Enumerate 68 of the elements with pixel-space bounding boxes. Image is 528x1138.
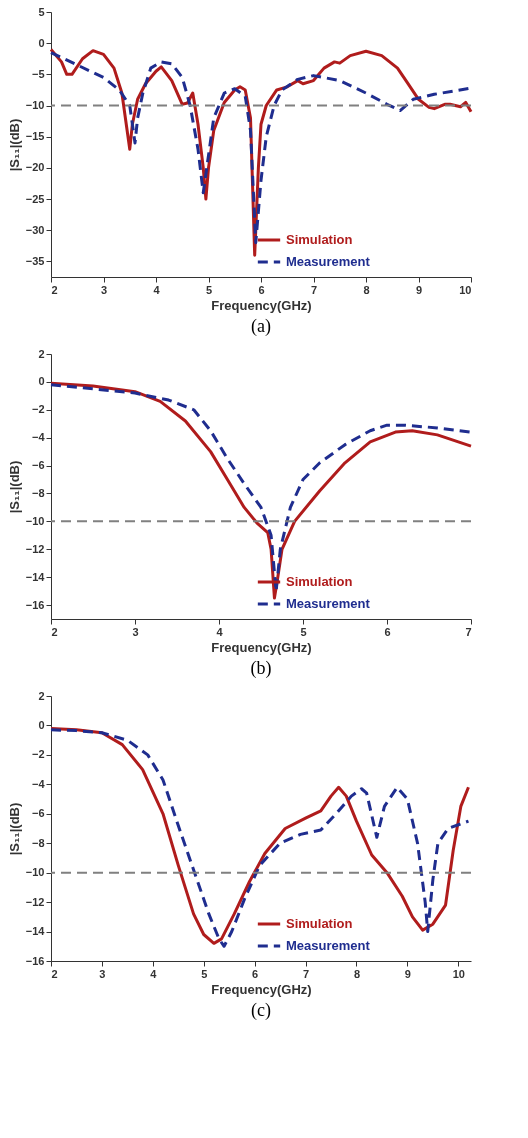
legend-label: Measurement bbox=[286, 938, 371, 953]
y-tick-label: 2 bbox=[38, 689, 45, 702]
y-tick-label: −8 bbox=[31, 836, 45, 849]
x-tick-label: 3 bbox=[99, 967, 106, 980]
y-tick-label: −16 bbox=[25, 598, 45, 611]
x-tick-label: 3 bbox=[100, 283, 108, 296]
y-axis-title: |S₁₁|(dB) bbox=[6, 802, 22, 856]
x-tick-label: 8 bbox=[353, 967, 361, 980]
x-tick-label: 6 bbox=[258, 283, 265, 296]
x-tick-label: 4 bbox=[153, 283, 161, 296]
y-tick-label: −4 bbox=[31, 431, 46, 444]
y-tick-label: −35 bbox=[25, 254, 45, 267]
x-axis-title: Frequency(GHz) bbox=[211, 297, 312, 313]
y-tick-label: −2 bbox=[31, 403, 45, 416]
x-tick-label: 9 bbox=[415, 283, 423, 296]
y-tick-label: −8 bbox=[31, 486, 45, 499]
x-axis-title: Frequency(GHz) bbox=[211, 639, 312, 655]
y-tick-label: −10 bbox=[25, 99, 45, 112]
y-tick-label: −15 bbox=[25, 130, 45, 143]
y-tick-label: −12 bbox=[25, 895, 45, 908]
x-tick-label: 2 bbox=[51, 625, 58, 638]
x-tick-label: 7 bbox=[302, 967, 310, 980]
y-tick-label: −25 bbox=[25, 192, 45, 205]
x-tick-label: 4 bbox=[150, 967, 158, 980]
x-tick-label: 7 bbox=[465, 625, 472, 638]
y-tick-label: −5 bbox=[31, 67, 45, 80]
y-tick-label: −16 bbox=[25, 954, 45, 967]
x-tick-label: 3 bbox=[132, 625, 139, 638]
y-axis-title: |S₁₁|(dB) bbox=[6, 460, 22, 514]
y-tick-label: 2 bbox=[38, 347, 45, 360]
y-tick-label: 0 bbox=[38, 718, 45, 731]
x-tick-label: 2 bbox=[51, 283, 58, 296]
legend-label: Simulation bbox=[286, 574, 353, 589]
y-axis-title: |S₁₁|(dB) bbox=[6, 118, 22, 172]
x-tick-label: 4 bbox=[216, 625, 224, 638]
y-tick-label: −14 bbox=[25, 570, 46, 583]
x-tick-label: 6 bbox=[384, 625, 391, 638]
y-tick-label: −12 bbox=[25, 542, 45, 555]
y-tick-label: −6 bbox=[31, 459, 45, 472]
x-tick-label: 5 bbox=[205, 283, 213, 296]
y-tick-label: −6 bbox=[31, 807, 45, 820]
text: (b) bbox=[250, 658, 272, 679]
y-tick-label: 5 bbox=[38, 5, 45, 18]
y-tick-label: −10 bbox=[25, 514, 45, 527]
x-tick-label: 7 bbox=[310, 283, 318, 296]
x-tick-label: 6 bbox=[252, 967, 259, 980]
text: (c) bbox=[251, 1000, 271, 1021]
x-axis-title: Frequency(GHz) bbox=[211, 981, 312, 997]
y-tick-label: −20 bbox=[25, 161, 45, 174]
y-tick-label: 0 bbox=[38, 36, 45, 49]
y-tick-label: −14 bbox=[25, 925, 46, 938]
y-tick-label: −2 bbox=[31, 748, 45, 761]
y-tick-label: −30 bbox=[25, 223, 45, 236]
x-tick-label: 9 bbox=[404, 967, 411, 980]
legend-label: Simulation bbox=[286, 232, 353, 247]
y-tick-label: −10 bbox=[25, 866, 45, 879]
legend-label: Simulation bbox=[286, 916, 353, 931]
legend-label: Measurement bbox=[286, 596, 371, 611]
x-tick-label: 8 bbox=[363, 283, 370, 296]
text: (a) bbox=[251, 316, 271, 337]
x-tick-label: 10 bbox=[459, 283, 472, 296]
x-tick-label: 2 bbox=[51, 967, 58, 980]
y-tick-label: −4 bbox=[31, 777, 46, 790]
x-tick-label: 5 bbox=[300, 625, 307, 638]
x-tick-label: 5 bbox=[201, 967, 208, 980]
legend-label: Measurement bbox=[286, 254, 371, 269]
y-tick-label: 0 bbox=[38, 375, 45, 388]
x-tick-label: 10 bbox=[452, 967, 465, 980]
